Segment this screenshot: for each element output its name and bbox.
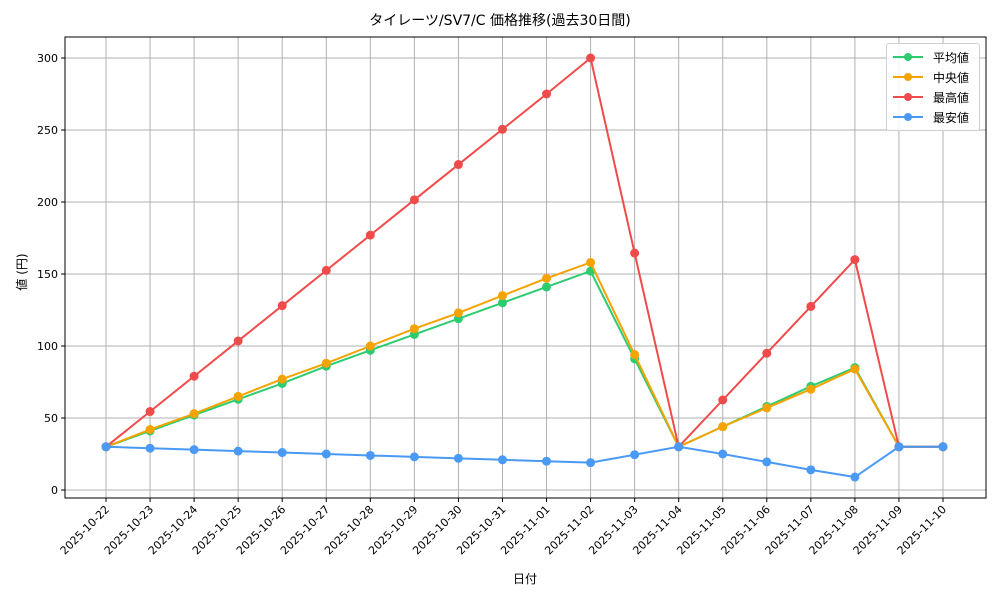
data-point	[718, 395, 728, 405]
data-point	[409, 452, 419, 462]
data-point	[321, 449, 331, 459]
data-point	[586, 257, 596, 267]
x-axis: 2025-10-222025-10-232025-10-242025-10-25…	[58, 498, 949, 557]
legend-item-average: 平均値	[887, 47, 979, 67]
y-tick-label: 50	[44, 412, 58, 425]
data-point	[277, 448, 287, 458]
data-point	[542, 273, 552, 283]
data-series	[101, 53, 948, 482]
line-marker-icon	[893, 111, 923, 123]
data-point	[762, 403, 772, 413]
data-point	[453, 160, 463, 170]
data-point	[145, 407, 155, 417]
data-point	[674, 442, 684, 452]
data-point	[894, 442, 904, 452]
series-line	[101, 53, 948, 452]
data-point	[542, 456, 552, 466]
data-point	[189, 371, 199, 381]
data-point	[497, 298, 507, 308]
line-marker-icon	[893, 91, 923, 103]
data-point	[850, 364, 860, 374]
series-line	[101, 266, 948, 452]
data-point	[189, 409, 199, 419]
legend: 平均値 中央値 最高値 最安値	[886, 43, 980, 131]
y-tick-label: 0	[51, 484, 58, 497]
data-point	[806, 384, 816, 394]
chart-title: タイレーツ/SV7/C 価格推移(過去30日間)	[369, 13, 631, 29]
data-point	[321, 358, 331, 368]
data-point	[806, 301, 816, 311]
data-point	[365, 341, 375, 351]
data-point	[586, 53, 596, 63]
data-point	[938, 442, 948, 452]
legend-label: 最高値	[933, 90, 970, 105]
data-point	[321, 265, 331, 275]
data-point	[497, 455, 507, 465]
legend-item-min: 最安値	[887, 107, 979, 127]
data-point	[850, 255, 860, 265]
data-point	[453, 453, 463, 463]
data-point	[365, 230, 375, 240]
data-point	[762, 457, 772, 467]
series-line	[101, 442, 948, 482]
data-point	[850, 472, 860, 482]
legend-item-median: 中央値	[887, 67, 979, 87]
data-point	[542, 282, 552, 292]
data-point	[101, 442, 111, 452]
data-point	[233, 446, 243, 456]
y-axis-label: 値 (円)	[14, 253, 29, 290]
legend-label: 中央値	[933, 70, 970, 85]
data-point	[145, 443, 155, 453]
legend-label: 最安値	[933, 110, 970, 125]
data-point	[497, 124, 507, 134]
legend-item-max: 最高値	[887, 87, 979, 107]
y-tick-label: 150	[37, 268, 58, 281]
grid-lines	[65, 37, 986, 498]
series-line	[101, 257, 948, 452]
data-point	[409, 324, 419, 334]
legend-label: 平均値	[933, 50, 970, 65]
line-marker-icon	[893, 71, 923, 83]
y-tick-label: 250	[37, 124, 58, 137]
data-point	[233, 336, 243, 346]
y-tick-label: 100	[37, 340, 58, 353]
data-point	[409, 195, 419, 205]
plot-frame	[64, 36, 987, 499]
data-point	[277, 374, 287, 384]
line-marker-icon	[893, 51, 923, 63]
data-point	[762, 348, 772, 358]
data-point	[806, 465, 816, 475]
data-point	[630, 248, 640, 258]
y-axis: 0 50 100 150 200 250 300	[37, 52, 65, 497]
data-point	[542, 89, 552, 99]
data-point	[233, 391, 243, 401]
data-point	[497, 291, 507, 301]
y-tick-label: 300	[37, 52, 58, 65]
data-point	[189, 445, 199, 455]
data-point	[586, 458, 596, 468]
data-point	[277, 301, 287, 311]
y-tick-label: 200	[37, 196, 58, 209]
data-point	[145, 425, 155, 435]
data-point	[630, 350, 640, 360]
data-point	[365, 450, 375, 460]
data-point	[718, 449, 728, 459]
x-axis-label: 日付	[513, 572, 537, 586]
data-point	[718, 422, 728, 432]
data-point	[453, 308, 463, 318]
data-point	[630, 450, 640, 460]
